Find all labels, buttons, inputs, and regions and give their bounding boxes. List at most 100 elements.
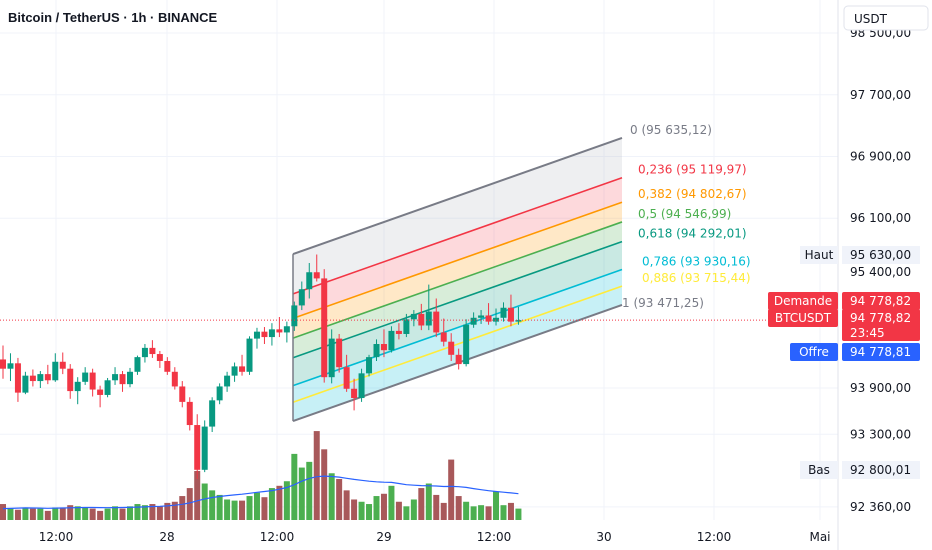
- candle-body: [224, 375, 231, 387]
- volume-bar: [388, 485, 395, 520]
- volume-bar: [14, 509, 21, 520]
- volume-bar: [283, 481, 290, 520]
- volume-bar: [179, 496, 186, 520]
- candle-body: [313, 272, 320, 279]
- candle-body: [366, 357, 373, 374]
- volume-bar: [59, 507, 66, 520]
- candle-body: [209, 400, 216, 427]
- volume-bar: [268, 488, 275, 520]
- bid-tag-value-bg: [842, 343, 920, 361]
- fib-level-line: [292, 176, 623, 295]
- candle-body: [403, 319, 410, 334]
- price-tick-label: 97 700,00: [850, 88, 911, 102]
- fib-level-line: [292, 137, 623, 256]
- volume-bar: [164, 502, 171, 520]
- volume-bar: [126, 506, 133, 520]
- volume-bar: [306, 461, 313, 520]
- volume-bar: [134, 504, 141, 520]
- fib-level-label: 0,236 (95 119,97): [638, 163, 747, 177]
- volume-bar: [52, 507, 59, 520]
- volume-bar: [276, 485, 283, 520]
- low-tag-label-bg: [800, 461, 838, 479]
- candle-body: [149, 347, 156, 355]
- candle-body: [485, 315, 492, 322]
- fib-band: [293, 137, 622, 294]
- candle-body: [7, 363, 14, 369]
- candle-body: [52, 361, 59, 381]
- volume-bar: [485, 506, 492, 520]
- candle-body: [500, 307, 507, 318]
- candle-body: [493, 317, 500, 322]
- volume-bar: [298, 467, 305, 520]
- volume-bar: [74, 506, 81, 520]
- volume-bar: [515, 508, 522, 520]
- candle-body: [29, 375, 36, 382]
- candle-body: [171, 371, 178, 387]
- volume-bar: [119, 508, 126, 520]
- volume-bar: [433, 494, 440, 520]
- bid-tag-label: Offre: [799, 345, 829, 359]
- grid-lines: [0, 0, 838, 520]
- low-tag-value: 92 800,01: [850, 463, 911, 477]
- volume-bar: [478, 505, 485, 520]
- volume-bar: [89, 508, 96, 520]
- fib-level-line: [292, 240, 623, 359]
- price-tick-label: 96 900,00: [850, 149, 911, 163]
- price-tick-label: 92 360,00: [850, 500, 911, 514]
- volume-bar: [425, 483, 432, 520]
- candle-body: [22, 375, 29, 393]
- volume-bar: [209, 490, 216, 520]
- candle-body: [194, 425, 201, 470]
- fib-level-label: 0,5 (94 546,99): [638, 207, 731, 221]
- volume-bar: [470, 506, 477, 520]
- fib-band: [293, 221, 622, 358]
- candle-body: [201, 426, 208, 470]
- volume-bar: [358, 501, 365, 520]
- price-tags: Haut 95 630,00 Bas 92 800,01 Demande 94 778,8…: [768, 246, 920, 479]
- volume-bar: [507, 502, 514, 520]
- candle-body: [336, 338, 343, 368]
- volume-bar: [149, 504, 156, 520]
- candle-body: [112, 374, 119, 381]
- volume-bar: [366, 504, 373, 520]
- fib-band: [293, 202, 622, 339]
- low-tag-value-bg: [842, 461, 920, 479]
- candle-body: [515, 320, 522, 322]
- candle-body: [97, 389, 104, 395]
- candle-body: [156, 354, 163, 361]
- candle-body: [179, 386, 186, 402]
- currency-button[interactable]: USDT: [843, 5, 929, 31]
- high-tag-value-bg: [842, 246, 920, 264]
- volume-bar: [156, 506, 163, 520]
- fib-band: [293, 286, 622, 422]
- candle-body: [104, 380, 111, 395]
- price-tick-label: 93 900,00: [850, 381, 911, 395]
- time-tick-label: 12:00: [39, 530, 74, 544]
- candle-body: [448, 341, 455, 355]
- volume-bar: [112, 506, 119, 520]
- candle-body: [268, 329, 275, 338]
- volume-bar: [410, 499, 417, 520]
- fib-level-line: [292, 201, 623, 320]
- volume-bar: [141, 505, 148, 520]
- volume-bar: [395, 501, 402, 520]
- candle-body: [74, 381, 81, 392]
- volume-bar: [500, 505, 507, 520]
- ask-tag-label: Demande: [774, 294, 832, 308]
- time-axis[interactable]: 12:00 28 12:00 29 12:00 30 12:00 Mai: [39, 530, 831, 544]
- candle-body: [351, 388, 358, 399]
- symbol-tag-value: 94 778,82: [850, 311, 911, 325]
- high-tag-value: 95 630,00: [850, 248, 911, 262]
- fibonacci-channel[interactable]: 0 (95 635,12) 0,236 (95 119,97) 0,382 (94 …: [292, 123, 751, 423]
- time-tick-label: 12:00: [260, 530, 295, 544]
- time-tick-label: 28: [159, 530, 174, 544]
- volume-bars: [0, 431, 522, 520]
- candle-body: [388, 330, 395, 351]
- chart-title: Bitcoin / TetherUS · 1h · BINANCE: [8, 10, 218, 25]
- volume-bar: [351, 499, 358, 520]
- volume-bar: [171, 501, 178, 520]
- ask-tag-value-bg: [842, 292, 920, 310]
- volume-ma-line: [2, 475, 519, 510]
